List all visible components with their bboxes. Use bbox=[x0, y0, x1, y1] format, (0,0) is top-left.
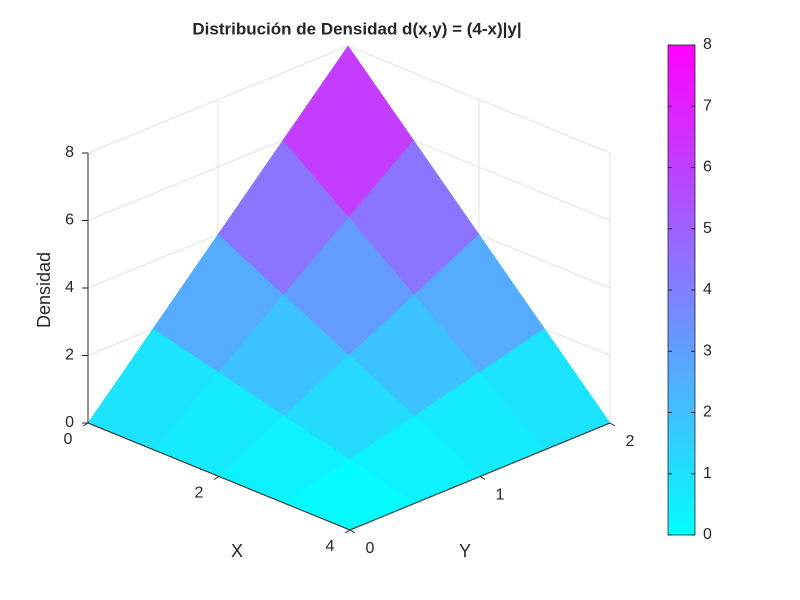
colorbar-tick-label: 1 bbox=[703, 465, 712, 482]
z-tick-label: 8 bbox=[65, 144, 74, 161]
y-tick-label: 0 bbox=[366, 540, 375, 557]
colorbar-ticks: 0 1 2 3 4 5 6 7 8 bbox=[668, 36, 712, 543]
x-tick-label: 0 bbox=[64, 431, 73, 448]
colorbar-tick-label: 0 bbox=[703, 526, 712, 543]
x-tick-label: 2 bbox=[195, 485, 204, 502]
colorbar-tick-label: 5 bbox=[703, 220, 712, 237]
colorbar-tick-label: 6 bbox=[703, 159, 712, 176]
y-axis-label: Y bbox=[459, 541, 471, 561]
x-tick bbox=[344, 529, 351, 534]
x-axis-label: X bbox=[231, 541, 243, 561]
z-axis-label: Densidad bbox=[34, 252, 54, 328]
colorbar-tick-label: 2 bbox=[703, 404, 712, 421]
z-tick-label: 0 bbox=[65, 414, 74, 431]
y-tick-label: 2 bbox=[626, 433, 635, 450]
colorbar-tick-label: 8 bbox=[703, 36, 712, 53]
axes: 0 2 4 0 1 2 0 2 4 6 8 bbox=[64, 144, 635, 557]
z-tick-label: 2 bbox=[65, 347, 74, 364]
colorbar-tick-label: 7 bbox=[703, 97, 712, 114]
surface bbox=[87, 45, 611, 531]
colorbar-tick-label: 3 bbox=[703, 342, 712, 359]
colorbar-tick-label: 4 bbox=[703, 281, 712, 298]
chart-title: Distribución de Densidad d(x,y) = (4-x)|… bbox=[192, 19, 521, 38]
y-tick bbox=[609, 422, 616, 427]
x-tick bbox=[213, 476, 220, 480]
x-tick-label: 4 bbox=[326, 538, 335, 555]
y-tick bbox=[479, 476, 486, 480]
y-tick bbox=[349, 529, 356, 534]
z-tick-label: 4 bbox=[65, 279, 74, 296]
z-tick-label: 6 bbox=[65, 212, 74, 229]
colorbar bbox=[667, 44, 696, 536]
y-tick-label: 1 bbox=[496, 487, 505, 504]
